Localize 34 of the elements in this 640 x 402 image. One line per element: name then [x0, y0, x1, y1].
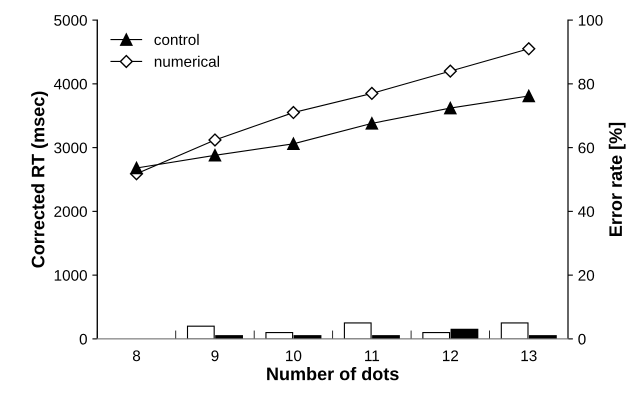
y-tick-label: 3000 [54, 142, 87, 154]
y2-tick-label: 80 [578, 78, 594, 90]
y2-tick-label: 60 [578, 142, 594, 154]
y-axis-title: Corrected RT (msec) [31, 92, 48, 268]
point [365, 86, 378, 100]
point [444, 64, 457, 78]
point [444, 102, 457, 114]
x-tick-label: 10 [286, 350, 302, 362]
x-tick-label: 9 [211, 350, 218, 362]
point [522, 42, 536, 56]
y-tick-label: 0 [80, 334, 87, 345]
x-tick-label: 11 [365, 350, 380, 362]
x-tick-label: 12 [442, 350, 458, 362]
y2-axis-title: Error rate [%] [608, 122, 626, 236]
point [287, 138, 300, 150]
legend-label: numerical [154, 56, 220, 67]
x-axis-title: Number of dots [267, 367, 399, 380]
point [208, 133, 222, 147]
point [366, 117, 378, 130]
y-tick-label: 1000 [54, 270, 87, 281]
y2-tick-label: 0 [578, 334, 586, 345]
y2-tick-label: 40 [578, 206, 594, 218]
y2-tick-label: 20 [578, 270, 594, 281]
point [130, 162, 143, 174]
y-tick-label: 5000 [54, 14, 87, 26]
y2-tick-label: 100 [578, 14, 603, 26]
x-tick-label: 8 [132, 350, 140, 362]
point [522, 90, 536, 102]
point [208, 149, 222, 162]
legend-label: control [154, 34, 199, 46]
x-tick-label: 13 [521, 350, 537, 362]
y-tick-label: 2000 [54, 206, 87, 218]
y-tick-label: 4000 [54, 78, 87, 90]
point [286, 106, 300, 120]
